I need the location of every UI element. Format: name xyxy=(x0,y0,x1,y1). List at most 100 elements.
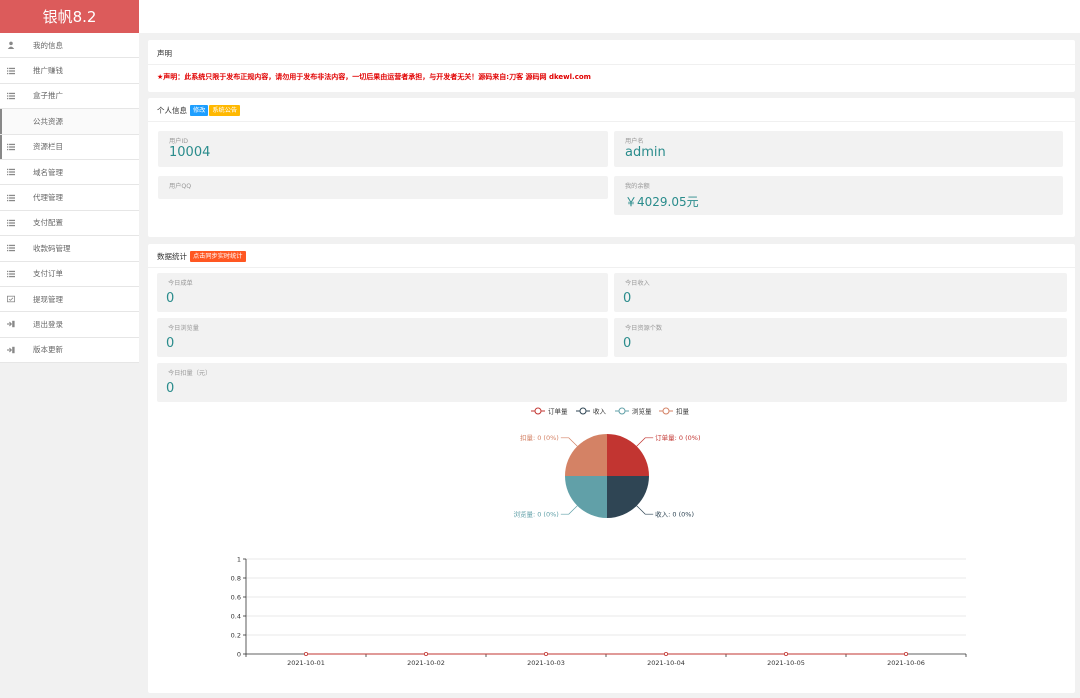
sidebar-item-4[interactable]: 资源栏目 xyxy=(0,134,139,160)
sidebar-item-11[interactable]: 退出登录 xyxy=(0,312,139,338)
sidebar-item-5[interactable]: 域名管理 xyxy=(0,159,139,186)
sidebar-item-3[interactable]: 公共资源 xyxy=(0,109,139,135)
x-tick-label: 2021-10-06 xyxy=(887,659,925,667)
sidebar-item-12[interactable]: 版本更新 xyxy=(0,337,139,364)
y-tick-label: 1 xyxy=(237,555,241,563)
system-notice-button[interactable]: 系统公告 xyxy=(209,105,241,116)
logout-icon xyxy=(6,345,15,354)
user-icon xyxy=(6,41,15,50)
legend-item: 收入 xyxy=(576,407,607,416)
sidebar-item-1[interactable]: 推广赚钱 xyxy=(0,58,139,84)
data-point xyxy=(543,652,548,657)
x-tick-label: 2021-10-04 xyxy=(647,659,685,667)
pie-slice xyxy=(565,434,607,476)
pie-slice xyxy=(607,434,649,476)
username-label: 用户名 xyxy=(625,138,644,145)
balance-box: 我的余额 ￥4029.05元 xyxy=(614,176,1063,215)
x-tick-label: 2021-10-01 xyxy=(287,659,325,667)
legend-label: 收入 xyxy=(593,407,607,416)
y-tick-label: 0.4 xyxy=(231,612,241,620)
sync-stats-button[interactable]: 点击同步实时统计 xyxy=(190,251,246,262)
pie-slice xyxy=(607,476,649,518)
sidebar-item-label: 代理管理 xyxy=(33,193,63,203)
x-tick-label: 2021-10-03 xyxy=(527,659,565,667)
x-tick-label: 2021-10-05 xyxy=(767,659,805,667)
user-id-value: 10004 xyxy=(169,145,211,160)
today-orders-label: 今日成单 xyxy=(168,280,193,287)
sidebar-item-label: 盒子推广 xyxy=(33,91,63,101)
pie-label: 订单量: 0 (0%) xyxy=(655,433,700,442)
legend-label: 扣量 xyxy=(676,407,690,416)
sidebar-item-2[interactable]: 盒子推广 xyxy=(0,83,139,110)
blank-icon xyxy=(6,117,15,126)
pie-leader-line xyxy=(560,437,578,447)
pie-leader-line xyxy=(636,505,654,515)
today-resources-label: 今日资源个数 xyxy=(625,325,663,332)
today-deduct-label: 今日扣量（元） xyxy=(168,370,212,377)
today-views-value: 0 xyxy=(166,336,175,351)
edit-profile-button[interactable]: 修改 xyxy=(190,105,209,116)
sidebar-item-label: 我的信息 xyxy=(33,40,63,50)
legend-marker xyxy=(579,407,587,415)
pie-label: 收入: 0 (0%) xyxy=(655,509,694,518)
data-point xyxy=(303,652,308,657)
stats-header: 数据统计 点击同步实时统计 xyxy=(157,251,246,262)
sidebar-item-0[interactable]: 我的信息 xyxy=(0,33,139,59)
today-deduct-box: 今日扣量（元） 0 xyxy=(157,363,1067,402)
list-icon xyxy=(6,168,15,177)
pie-label: 浏览量: 0 (0%) xyxy=(513,509,558,518)
list-icon xyxy=(6,244,15,253)
sidebar: 银帆8.2 我的信息 推广赚钱 盒子推广 公共资源 资源栏目 域名管理 代理管理 支付配置 收款… xyxy=(0,0,139,698)
balance-value: ￥4029.05元 xyxy=(625,195,699,209)
legend-marker xyxy=(662,407,670,415)
list-icon xyxy=(6,269,15,278)
user-id-label: 用户ID xyxy=(169,138,188,145)
sidebar-item-label: 推广赚钱 xyxy=(33,66,63,76)
legend-label: 订单量 xyxy=(548,407,568,416)
profile-card: 个人信息 修改 系统公告 用户ID 10004 用户名 admin 用户QQ 我… xyxy=(148,98,1075,237)
statement-title: 声明 xyxy=(157,49,172,58)
pie-label: 扣量: 0 (0%) xyxy=(520,433,559,442)
qq-label: 用户QQ xyxy=(169,183,192,190)
sidebar-item-label: 域名管理 xyxy=(33,167,63,177)
sidebar-item-10[interactable]: 提现管理 xyxy=(0,286,139,313)
legend-marker xyxy=(618,407,626,415)
data-point xyxy=(904,652,909,657)
wallet-icon xyxy=(6,295,15,304)
y-tick-label: 0.6 xyxy=(231,593,241,601)
legend-marker xyxy=(534,407,542,415)
sidebar-item-label: 支付订单 xyxy=(33,269,63,279)
divider xyxy=(148,64,1075,65)
sidebar-item-label: 提现管理 xyxy=(33,294,63,304)
sidebar-item-label: 支付配置 xyxy=(33,218,63,228)
sidebar-item-label: 版本更新 xyxy=(33,345,63,355)
list-icon xyxy=(6,91,15,100)
sidebar-item-label: 资源栏目 xyxy=(33,142,63,152)
legend-item: 订单量 xyxy=(531,407,568,416)
today-resources-box: 今日资源个数 0 xyxy=(614,318,1067,357)
today-income-label: 今日收入 xyxy=(625,280,650,287)
stats-title: 数据统计 xyxy=(157,252,187,261)
sidebar-item-8[interactable]: 收款码管理 xyxy=(0,236,139,262)
sidebar-item-6[interactable]: 代理管理 xyxy=(0,185,139,211)
statement-text: ★声明：此系统只限于发布正规内容，请勿用于发布非法内容，一切后果由运营者承担，与… xyxy=(157,73,591,81)
sidebar-item-9[interactable]: 支付订单 xyxy=(0,261,139,287)
data-point xyxy=(664,652,669,657)
username-value: admin xyxy=(625,145,666,160)
today-orders-box: 今日成单 0 xyxy=(157,273,608,312)
top-header xyxy=(139,0,1080,33)
legend-item: 浏览量 xyxy=(615,407,652,416)
username-box: 用户名 admin xyxy=(614,131,1063,167)
sidebar-nav: 我的信息推广赚钱盒子推广公共资源资源栏目域名管理代理管理支付配置收款码管理支付订… xyxy=(0,33,139,364)
sidebar-item-label: 公共资源 xyxy=(33,116,63,126)
today-views-box: 今日浏览量 0 xyxy=(157,318,608,357)
pie-leader-line xyxy=(636,437,654,447)
y-tick-label: 0.2 xyxy=(231,631,241,639)
today-resources-value: 0 xyxy=(623,336,632,351)
today-views-label: 今日浏览量 xyxy=(168,325,199,332)
list-icon xyxy=(6,66,15,75)
pie-slice xyxy=(565,476,607,518)
sidebar-item-7[interactable]: 支付配置 xyxy=(0,210,139,237)
today-orders-value: 0 xyxy=(166,291,175,306)
